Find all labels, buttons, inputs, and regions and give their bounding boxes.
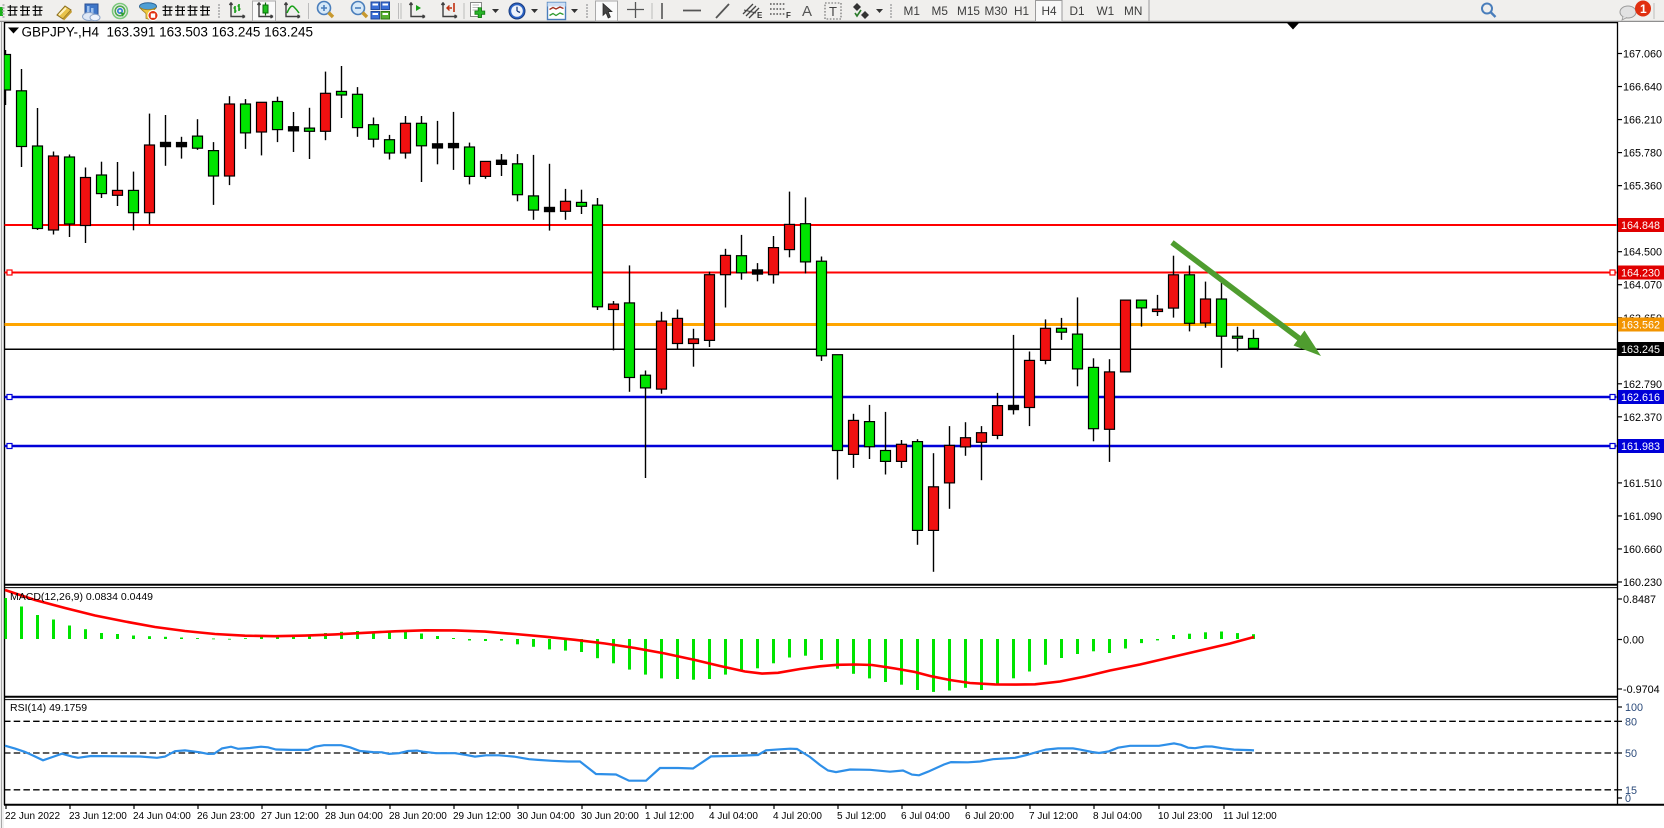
svg-text:80: 80 (1625, 716, 1637, 728)
svg-text:T: T (829, 4, 837, 19)
svg-text:50: 50 (1625, 748, 1637, 760)
svg-text:162.370: 162.370 (1623, 412, 1662, 424)
svg-text:161.510: 161.510 (1623, 478, 1662, 490)
svg-text:M30: M30 (985, 4, 1008, 18)
svg-text:30 Jun 20:00: 30 Jun 20:00 (581, 811, 639, 822)
svg-text:166.210: 166.210 (1623, 115, 1662, 127)
svg-text:161.983: 161.983 (1621, 441, 1660, 453)
svg-text:162.790: 162.790 (1623, 379, 1662, 391)
svg-text:MACD(12,26,9) 0.0834 0.0449: MACD(12,26,9) 0.0834 0.0449 (10, 591, 153, 603)
svg-text:0.8487: 0.8487 (1623, 594, 1656, 606)
svg-text:4 Jul 04:00: 4 Jul 04:00 (709, 811, 758, 822)
svg-text:M1: M1 (904, 4, 920, 18)
svg-text:167.060: 167.060 (1623, 49, 1662, 61)
svg-text:163.562: 163.562 (1621, 320, 1660, 332)
svg-text:28 Jun 04:00: 28 Jun 04:00 (325, 811, 383, 822)
svg-text:23 Jun 12:00: 23 Jun 12:00 (69, 811, 127, 822)
svg-text:161.090: 161.090 (1623, 511, 1662, 523)
svg-text:0.00: 0.00 (1623, 635, 1644, 647)
svg-text:164.848: 164.848 (1621, 220, 1660, 232)
svg-text:100: 100 (1625, 702, 1643, 714)
svg-text:E: E (757, 11, 763, 20)
svg-text:164.500: 164.500 (1623, 247, 1662, 259)
svg-text:4 Jul 20:00: 4 Jul 20:00 (773, 811, 822, 822)
svg-text:24 Jun 04:00: 24 Jun 04:00 (133, 811, 191, 822)
svg-text:RSI(14) 49.1759: RSI(14) 49.1759 (10, 702, 87, 714)
svg-text:22 Jun 2022: 22 Jun 2022 (5, 811, 60, 822)
svg-text:163.245: 163.245 (1621, 344, 1660, 356)
svg-text:26 Jun 23:00: 26 Jun 23:00 (197, 811, 255, 822)
svg-text:MN: MN (1124, 4, 1142, 18)
svg-text:160.230: 160.230 (1623, 577, 1662, 589)
svg-text:160.660: 160.660 (1623, 544, 1662, 556)
svg-text:27 Jun 12:00: 27 Jun 12:00 (261, 811, 319, 822)
svg-text:30 Jun 04:00: 30 Jun 04:00 (517, 811, 575, 822)
svg-text:F: F (786, 11, 791, 20)
svg-text:D1: D1 (1070, 4, 1085, 18)
svg-text:H4: H4 (1042, 4, 1058, 18)
svg-text:M5: M5 (932, 4, 949, 18)
svg-text:162.616: 162.616 (1621, 392, 1660, 404)
svg-text:1 Jul 12:00: 1 Jul 12:00 (645, 811, 694, 822)
svg-text:10 Jul 23:00: 10 Jul 23:00 (1158, 811, 1213, 822)
svg-text:A: A (802, 3, 812, 20)
svg-text:M15: M15 (957, 4, 980, 18)
svg-text:5 Jul 12:00: 5 Jul 12:00 (837, 811, 886, 822)
svg-text:7 Jul 12:00: 7 Jul 12:00 (1029, 811, 1078, 822)
svg-text:166.640: 166.640 (1623, 82, 1662, 94)
svg-text:28 Jun 20:00: 28 Jun 20:00 (389, 811, 447, 822)
svg-text:165.780: 165.780 (1623, 148, 1662, 160)
svg-text:29 Jun 12:00: 29 Jun 12:00 (453, 811, 511, 822)
svg-text:164.230: 164.230 (1621, 268, 1660, 280)
svg-text:H1: H1 (1014, 4, 1029, 18)
svg-text:15: 15 (1625, 785, 1637, 797)
svg-text:164.070: 164.070 (1623, 280, 1662, 292)
svg-text:6 Jul 04:00: 6 Jul 04:00 (901, 811, 950, 822)
svg-text:W1: W1 (1097, 4, 1115, 18)
svg-text:0: 0 (1625, 793, 1631, 805)
svg-text:8 Jul 04:00: 8 Jul 04:00 (1093, 811, 1142, 822)
svg-text:165.360: 165.360 (1623, 181, 1662, 193)
svg-text:1: 1 (1640, 2, 1647, 16)
svg-text:6 Jul 20:00: 6 Jul 20:00 (965, 811, 1014, 822)
svg-text:11 Jul 12:00: 11 Jul 12:00 (1223, 811, 1277, 822)
svg-text:-0.9704: -0.9704 (1623, 684, 1660, 696)
svg-text:GBPJPY-,H4 163.391 163.503 16: GBPJPY-,H4 163.391 163.503 163.245 163.2… (22, 25, 313, 40)
